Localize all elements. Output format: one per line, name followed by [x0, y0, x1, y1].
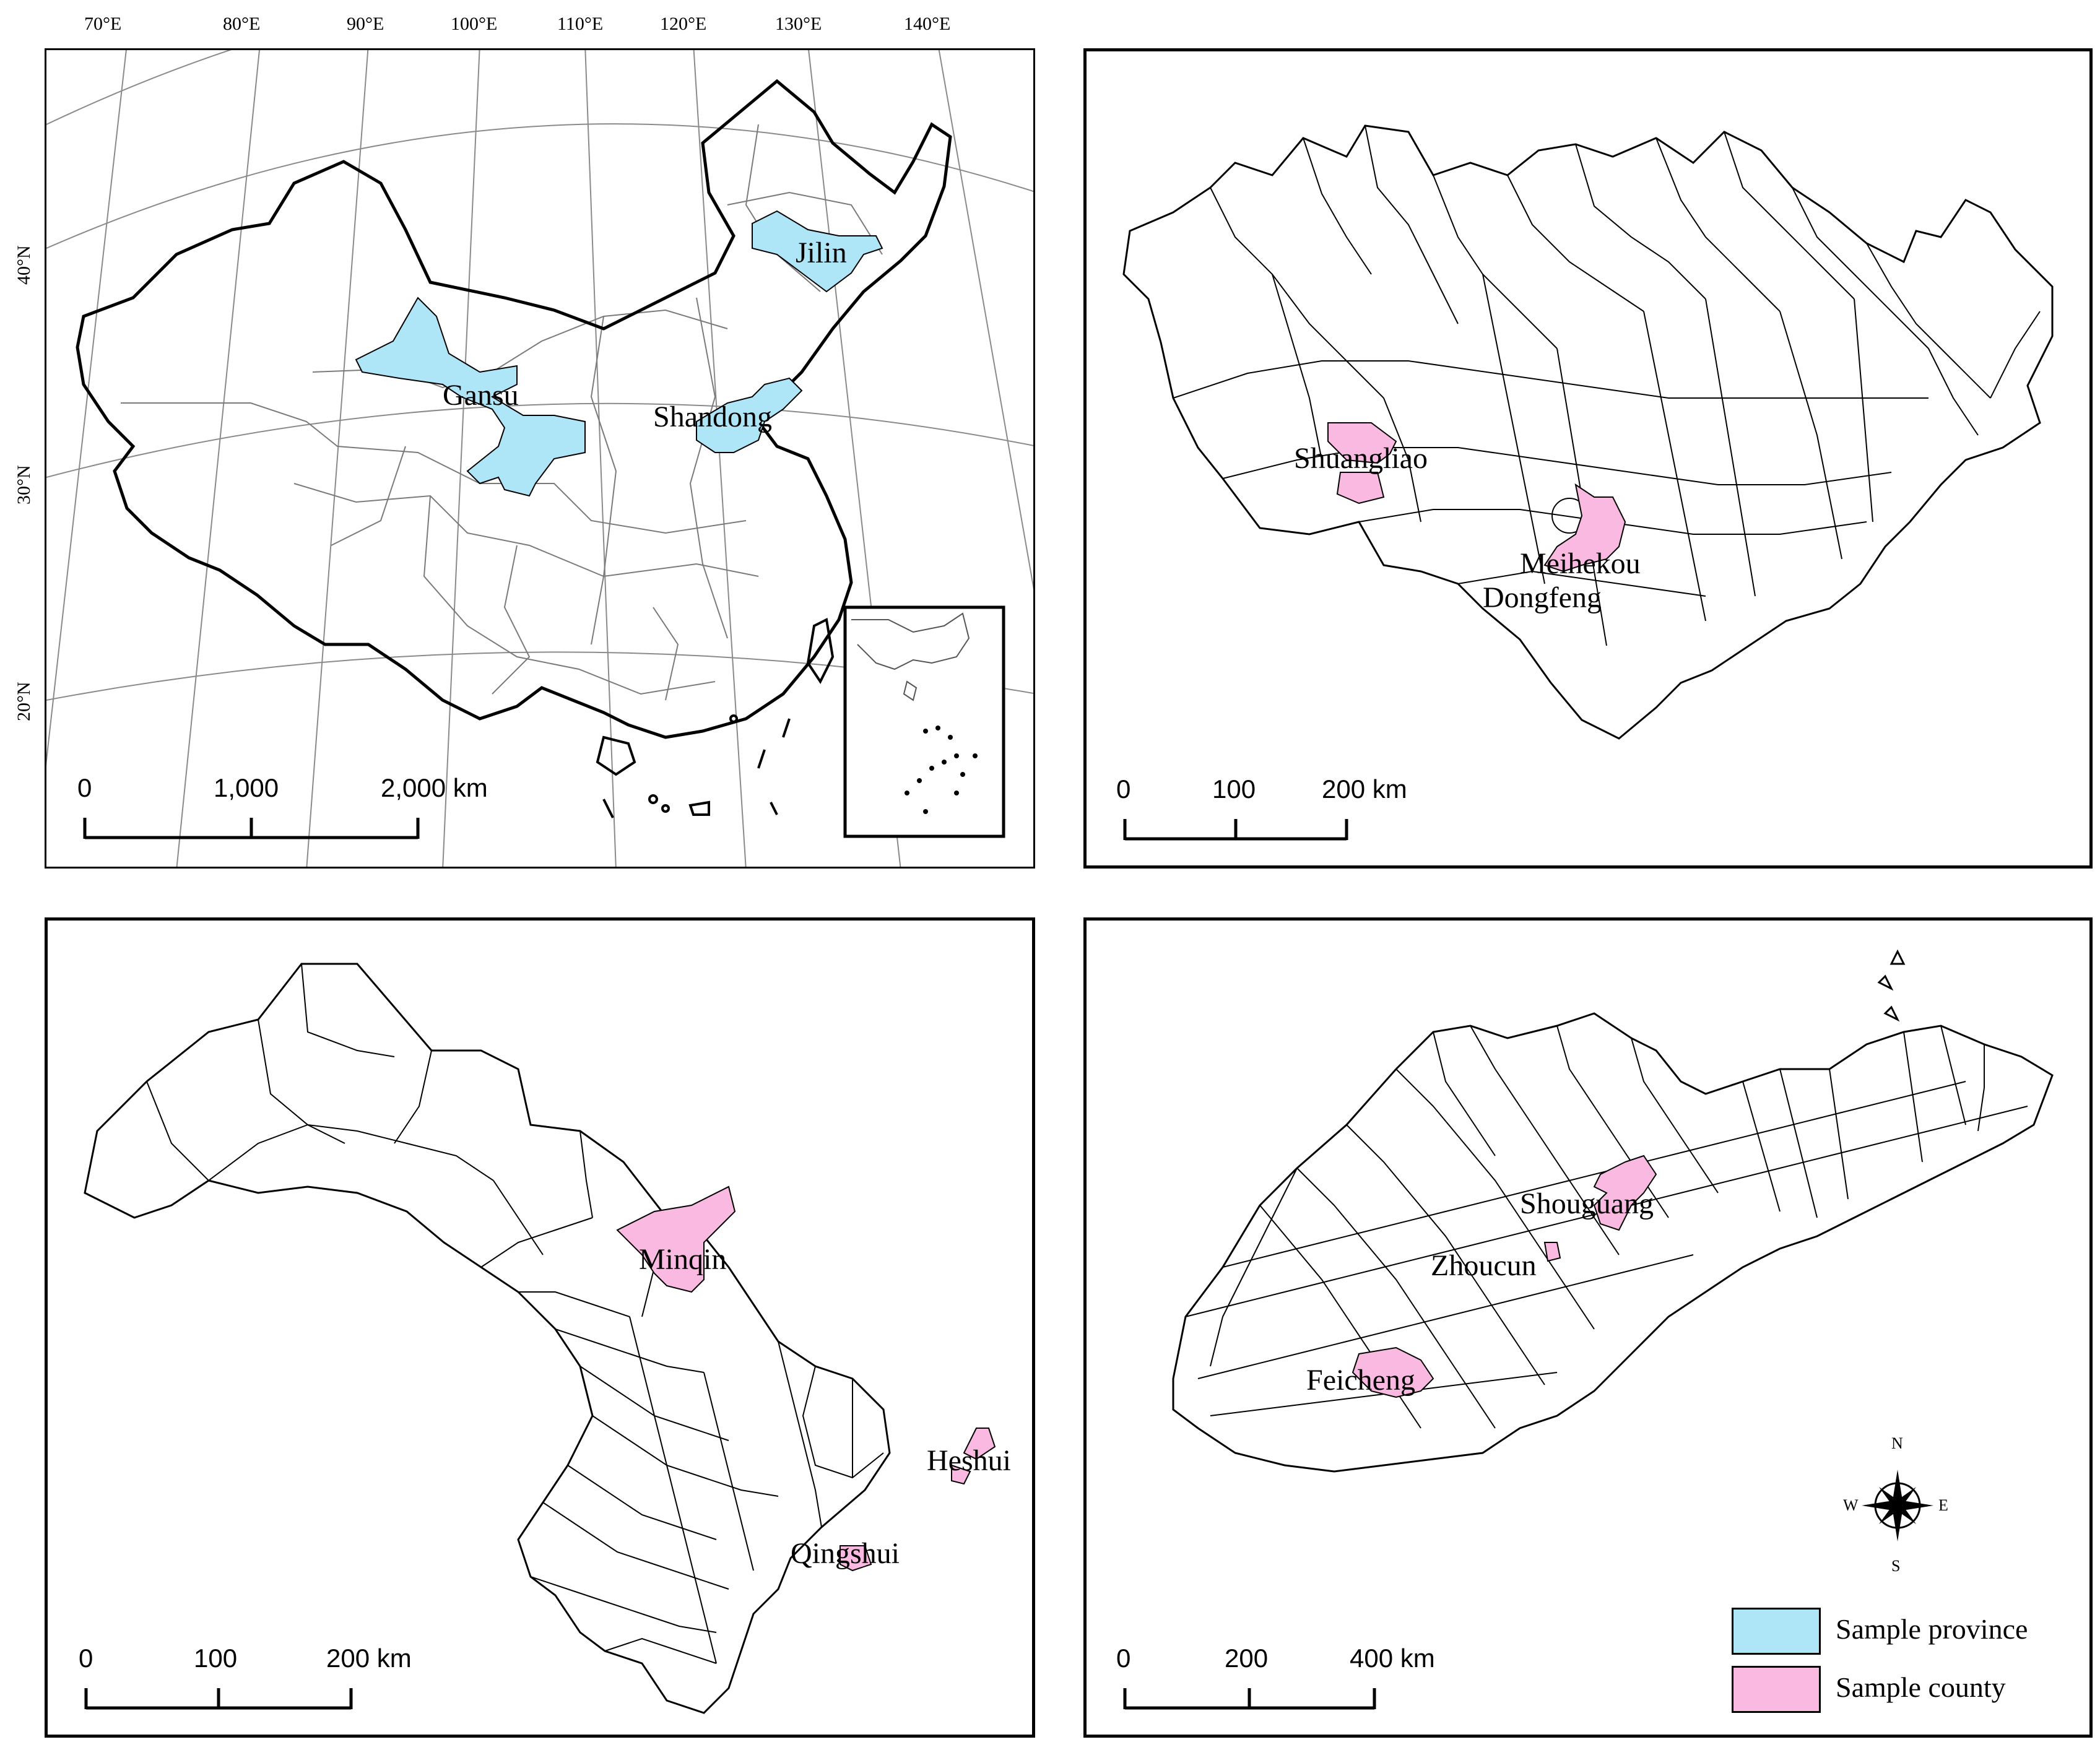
legend-county-swatch	[1732, 1666, 1821, 1713]
china-scale-2000: 2,000 km	[381, 773, 488, 802]
jilin-label: Jilin	[796, 236, 847, 269]
lon-label-110: 110°E	[557, 14, 604, 34]
taiwan-island	[806, 618, 835, 684]
lat-label-40: 40°N	[14, 245, 34, 285]
south-china-sea-inset	[843, 605, 1005, 838]
shouguang-county	[1593, 1155, 1657, 1231]
gansu-label: Gansu	[443, 379, 519, 412]
heshui-county	[951, 1428, 996, 1485]
gansu-county-borders	[146, 963, 884, 1664]
legend-province-label: Sample province	[1836, 1613, 2028, 1645]
shandong-province	[696, 377, 803, 453]
compass-w: W	[1843, 1496, 1859, 1514]
lon-label-130: 130°E	[775, 14, 822, 34]
shandong-scale-200: 200	[1225, 1644, 1269, 1673]
compass-e: E	[1938, 1496, 1948, 1514]
shandong-scale-400: 400 km	[1350, 1644, 1435, 1673]
zhoucun-label: Zhoucun	[1431, 1249, 1537, 1282]
qingshui-county	[840, 1545, 872, 1572]
shuangliao-county	[1327, 422, 1397, 505]
heshui-label: Heshui	[927, 1444, 1011, 1477]
legend-county-label: Sample county	[1836, 1671, 2006, 1703]
jilin-map-panel: Shuangliao Meihekou Dongfeng 0 100 200 k…	[1083, 48, 2093, 869]
lon-label-140: 140°E	[904, 14, 951, 34]
lon-label-80: 80°E	[223, 14, 261, 34]
jilin-scale-200: 200 km	[1322, 774, 1407, 804]
china-map-canvas	[46, 50, 1033, 867]
lat-label-20: 20°N	[14, 682, 34, 721]
gansu-map-panel: Minqin Heshui Qingshui 0 100 200 km	[45, 917, 1035, 1738]
jilin-outline	[1122, 124, 2054, 740]
china-scale-1000: 1,000	[214, 773, 279, 802]
legend-province-swatch	[1732, 1608, 1821, 1655]
shandong-map-canvas	[1123, 949, 2054, 1710]
jilin-scale-100: 100	[1212, 774, 1256, 804]
china-scale-0: 0	[77, 773, 92, 802]
gansu-outline	[84, 963, 891, 1714]
shouguang-label: Shouguang	[1520, 1187, 1654, 1220]
jilin-map-canvas	[1122, 124, 2054, 841]
zhoucun-county	[1543, 1242, 1561, 1262]
lon-label-70: 70°E	[84, 14, 122, 34]
jilin-province	[752, 210, 883, 293]
inset-coastline	[851, 612, 970, 701]
feicheng-county	[1352, 1346, 1434, 1398]
minqin-county	[616, 1185, 736, 1293]
china-scale-bar	[83, 818, 420, 839]
meihekou-dongfeng-county	[1543, 483, 1626, 573]
gansu-scale-100: 100	[194, 1644, 238, 1673]
meihekou-label: Meihekou	[1520, 547, 1641, 580]
feicheng-label: Feicheng	[1306, 1364, 1415, 1397]
shandong-map-panel: N S E W Shouguang Zhoucun Feicheng 0 200…	[1083, 917, 2093, 1738]
jilin-scale-bar	[1123, 819, 1348, 841]
gansu-scale-200: 200 km	[326, 1644, 412, 1673]
province-borders	[121, 124, 883, 701]
shandong-scale-bar	[1123, 1688, 1376, 1710]
compass-n: N	[1891, 1434, 1903, 1452]
shandong-islands	[1877, 949, 1906, 1022]
china-map-panel: Jilin Gansu Shandong 0 1,000 2,000 km	[45, 48, 1035, 869]
south-china-sea-islands	[602, 714, 791, 818]
hainan-island	[596, 735, 636, 776]
compass-rose	[1862, 1470, 1933, 1541]
gansu-scale-bar	[84, 1688, 353, 1710]
jilin-scale-0: 0	[1116, 774, 1131, 804]
shandong-label: Shandong	[653, 401, 772, 433]
minqin-label: Minqin	[639, 1243, 727, 1276]
gansu-province	[355, 297, 586, 497]
shuangliao-label: Shuangliao	[1294, 442, 1428, 475]
inset-islands	[905, 726, 978, 814]
dongfeng-label: Dongfeng	[1483, 581, 1602, 614]
lon-label-120: 120°E	[660, 14, 707, 34]
gansu-scale-0: 0	[79, 1644, 93, 1673]
lon-label-100: 100°E	[451, 14, 498, 34]
compass-s: S	[1891, 1557, 1901, 1575]
shandong-scale-0: 0	[1116, 1644, 1131, 1673]
gansu-map-canvas	[84, 963, 996, 1714]
lat-label-30: 30°N	[14, 465, 34, 505]
shandong-outline	[1172, 1012, 2054, 1473]
lon-label-90: 90°E	[347, 14, 384, 34]
qingshui-label: Qingshui	[791, 1537, 900, 1570]
